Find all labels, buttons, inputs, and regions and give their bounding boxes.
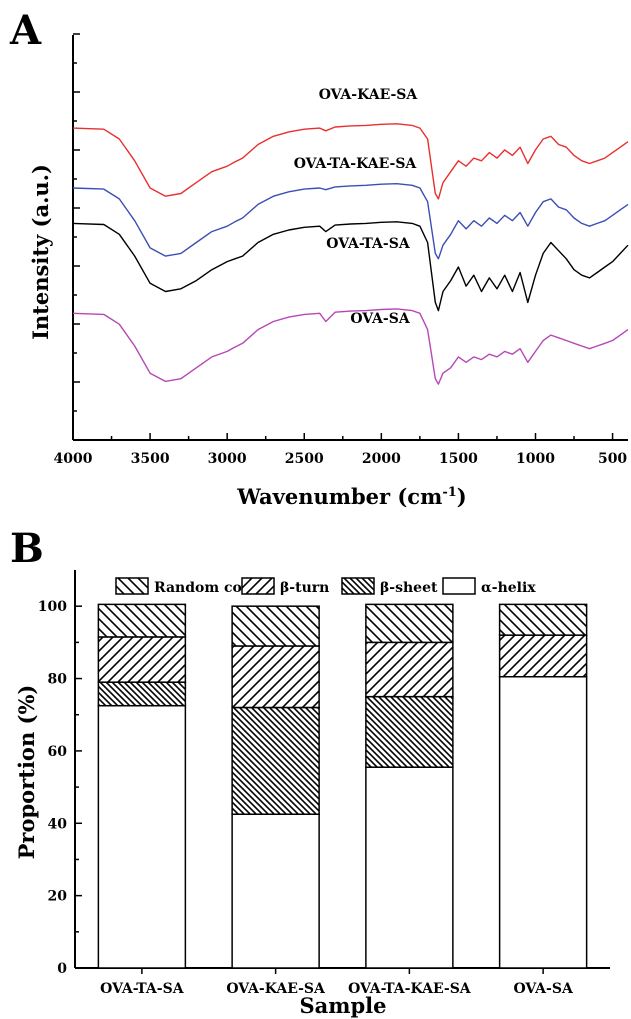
legend-swatch-β-sheet xyxy=(341,577,375,595)
bar-segment-ova-kae-sa-random-coil xyxy=(231,605,320,647)
bar-segment-ova-sa-β-turn xyxy=(498,634,588,678)
legend-swatch-β-turn xyxy=(241,577,275,595)
legend-swatch-α-helix xyxy=(442,577,476,595)
panel-a-label: A xyxy=(9,7,42,54)
legend-swatch-random-coil xyxy=(115,577,149,595)
legend-label-random-coil: Random coil xyxy=(154,580,253,596)
panel-b-xlabel: Sample xyxy=(299,993,386,1018)
series-label-ova-sa: OVA-SA xyxy=(350,311,411,327)
panel-b-x-tick-label: OVA-TA-SA xyxy=(100,981,185,997)
panel-b-x-tick-label: OVA-SA xyxy=(513,981,574,997)
bar-segment-ova-ta-sa-α-helix xyxy=(97,704,187,969)
panel-b-y-tick-label: 100 xyxy=(38,599,67,615)
panel-a-ylabel: Intensity (a.u.) xyxy=(28,164,53,340)
panel-a-x-tick-label: 3000 xyxy=(208,451,247,467)
panel-b-y-tick-label: 20 xyxy=(48,889,68,905)
series-label-ova-kae-sa: OVA-KAE-SA xyxy=(319,87,419,103)
bar-segment-ova-ta-sa-β-sheet xyxy=(97,681,187,707)
legend-label-β-sheet: β-sheet xyxy=(380,580,438,596)
panel-a-plot: 4000 3500 3000 2500 2000 1500 1000 500 OVA-KAE-S… xyxy=(54,33,629,467)
panel-b-y-tick-label: 0 xyxy=(57,961,67,977)
bar-segment-ova-kae-sa-β-sheet xyxy=(231,706,320,815)
legend-label-β-turn: β-turn xyxy=(280,580,329,596)
bar-segment-ova-ta-kae-sa-β-sheet xyxy=(365,695,454,768)
bar-segment-ova-kae-sa-β-turn xyxy=(231,645,320,709)
panel-b-y-tick-label: 80 xyxy=(48,672,68,688)
panel-a-xlabel: Wavenumber (cm-1) xyxy=(236,484,466,509)
panel-a-x-tick-label: 1000 xyxy=(516,451,555,467)
bar-segment-ova-ta-sa-β-turn xyxy=(97,636,187,683)
series-label-ova-ta-kae-sa: OVA-TA-KAE-SA xyxy=(294,156,418,172)
panel-a-x-tick-label: 1500 xyxy=(439,451,478,467)
series-line-ova-kae-sa xyxy=(72,123,629,200)
panel-a-x-tick-label: 4000 xyxy=(54,451,93,467)
series-line-ova-ta-sa xyxy=(72,221,629,312)
panel-b-x-tick-label: OVA-TA-KAE-SA xyxy=(348,981,472,997)
bar-segment-ova-kae-sa-α-helix xyxy=(231,813,320,969)
panel-a-x-tick-label: 2500 xyxy=(285,451,324,467)
bar-segment-ova-ta-kae-sa-β-turn xyxy=(365,641,454,698)
series-line-ova-sa xyxy=(72,308,629,385)
legend-label-α-helix: α-helix xyxy=(481,580,536,596)
panel-b-y-tick-label: 40 xyxy=(48,816,68,832)
panel-b-x-tick-label: OVA-KAE-SA xyxy=(226,981,326,997)
bar-segment-ova-ta-sa-random-coil xyxy=(97,603,187,638)
panel-a-x-tick-label: 2000 xyxy=(362,451,401,467)
panel-b-ylabel: Proportion (%) xyxy=(14,685,39,860)
bar-segment-ova-ta-kae-sa-α-helix xyxy=(365,766,454,969)
panel-b-plot: 0 20 40 60 80 100 OVA-TA-SA OVA-KAE-SA OVA-TA-KA… xyxy=(38,570,610,997)
bar-segment-ova-sa-random-coil xyxy=(498,603,588,636)
bar-segment-ova-sa-α-helix xyxy=(498,675,588,969)
series-line-ova-ta-kae-sa xyxy=(72,183,629,260)
panel-b-y-tick-label: 60 xyxy=(48,744,68,760)
panel-a-x-tick-label: 500 xyxy=(598,451,627,467)
series-label-ova-ta-sa: OVA-TA-SA xyxy=(326,236,411,252)
bar-segment-ova-ta-kae-sa-random-coil xyxy=(365,603,454,644)
panel-a-x-tick-label: 3500 xyxy=(131,451,170,467)
panel-b-label: B xyxy=(10,525,44,572)
